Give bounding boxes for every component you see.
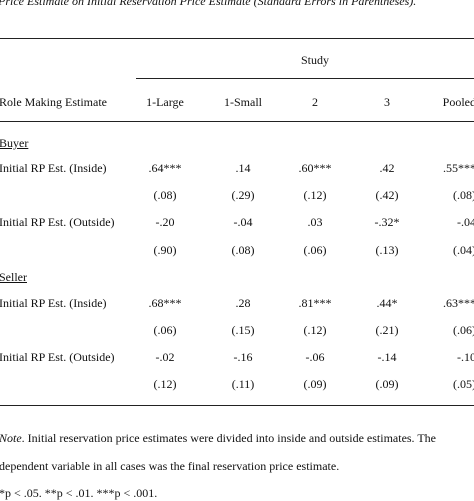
- estimate-cell: -.10: [457, 350, 474, 364]
- error-cell: (.12): [303, 323, 327, 337]
- error-cell: (.08): [231, 243, 255, 257]
- error-cell: (.29): [231, 188, 255, 202]
- estimate-cell: -.16: [233, 350, 253, 364]
- row-label: Initial RP Est. (Inside): [0, 296, 107, 310]
- spanner-rule: [136, 78, 474, 79]
- estimate-cell: -.06: [305, 350, 325, 364]
- error-cell: (.15): [231, 323, 255, 337]
- table-caption: Price Estimate on Initial Reservation Pr…: [0, 0, 417, 8]
- estimate-cell: .14: [235, 161, 251, 175]
- error-cell: (.13): [375, 243, 399, 257]
- error-cell: (.21): [375, 323, 399, 337]
- header-col-2: 1-Small: [224, 95, 262, 109]
- estimate-cell: .55***: [443, 161, 474, 175]
- note-line-2: dependent variable in all cases was the …: [0, 459, 340, 473]
- estimate-cell: -.32*: [374, 215, 400, 229]
- estimate-cell: .42: [379, 161, 395, 175]
- note-label: Note: [0, 431, 22, 445]
- header-row-label: Role Making Estimate: [0, 95, 107, 109]
- note-text: . Initial reservation price estimates we…: [21, 431, 436, 445]
- error-cell: (.08): [453, 188, 474, 202]
- error-cell: (.90): [153, 243, 177, 257]
- header-rule: [0, 121, 474, 122]
- error-cell: (.08): [153, 188, 177, 202]
- spanner-label: Study: [300, 53, 329, 67]
- error-cell: (.06): [453, 323, 474, 337]
- error-cell: (.12): [303, 188, 327, 202]
- estimate-cell: -.04: [233, 215, 253, 229]
- header-col-3: 2: [312, 95, 318, 109]
- error-cell: (.11): [231, 377, 255, 391]
- estimate-cell: .03: [307, 215, 323, 229]
- note-line-1: Note. Initial reservation price estimate…: [0, 431, 436, 446]
- bottom-rule: [0, 405, 474, 406]
- error-cell: (.04): [453, 243, 474, 257]
- error-cell: (.09): [375, 377, 399, 391]
- group-label-seller: Seller: [0, 270, 27, 284]
- estimate-cell: -.20: [155, 215, 175, 229]
- header-col-1: 1-Large: [146, 95, 184, 109]
- estimate-cell: .81***: [298, 296, 332, 310]
- error-cell: (.06): [303, 243, 327, 257]
- estimate-cell: .60***: [298, 161, 332, 175]
- error-cell: (.12): [153, 377, 177, 391]
- estimate-cell: .64***: [148, 161, 182, 175]
- error-cell: (.06): [153, 323, 177, 337]
- estimate-cell: .63***: [443, 296, 474, 310]
- error-cell: (.42): [375, 188, 399, 202]
- estimate-cell: -.14: [377, 350, 397, 364]
- group-label-buyer: Buyer: [0, 136, 29, 150]
- row-label: Initial RP Est. (Outside): [0, 215, 115, 229]
- header-col-5: Pooled: [442, 95, 474, 109]
- estimate-cell: .28: [235, 296, 251, 310]
- estimate-cell: .44*: [376, 296, 398, 310]
- error-cell: (.05): [453, 377, 474, 391]
- header-col-4: 3: [384, 95, 390, 109]
- estimate-cell: .68***: [148, 296, 182, 310]
- top-rule: [0, 38, 474, 39]
- row-label: Initial RP Est. (Outside): [0, 350, 115, 364]
- error-cell: (.09): [303, 377, 327, 391]
- significance-note: *p < .05. **p < .01. ***p < .001.: [0, 486, 158, 500]
- estimate-cell: -.02: [155, 350, 175, 364]
- estimate-cell: -.04: [457, 215, 474, 229]
- row-label: Initial RP Est. (Inside): [0, 161, 107, 175]
